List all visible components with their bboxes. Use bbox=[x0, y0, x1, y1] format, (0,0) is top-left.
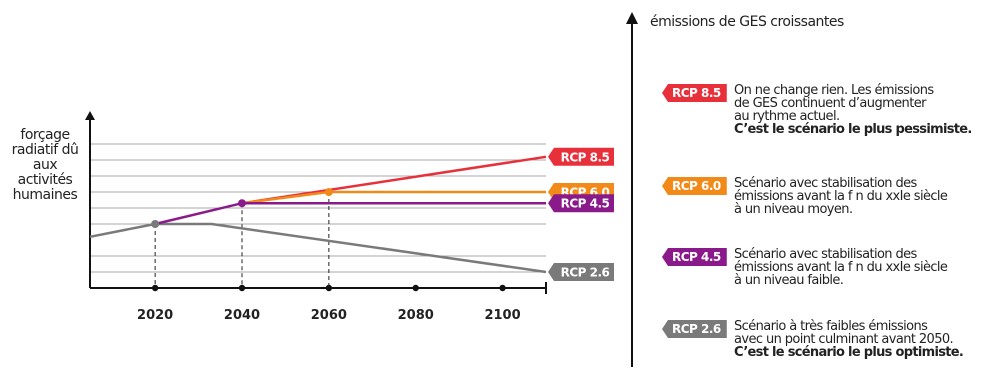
y-axis-arrow-icon bbox=[85, 111, 95, 120]
y-axis-label-line: humaines bbox=[12, 187, 78, 203]
x-tick-label: 2040 bbox=[224, 308, 260, 323]
legend-line: émissions avant la f n du xxIe siècle bbox=[734, 189, 948, 204]
series-end-tag bbox=[548, 147, 614, 166]
x-tick-label: 2020 bbox=[137, 308, 173, 323]
series-end-tag bbox=[548, 194, 614, 213]
legend-emphasis: C’est le scénario le plus pessimiste. bbox=[734, 122, 972, 137]
series-end-tag bbox=[548, 263, 614, 281]
y-axis-label-line: aux bbox=[32, 157, 58, 173]
emissions-axis-arrow-icon bbox=[626, 12, 638, 24]
legend-line: Scénario avec stabilisation des bbox=[734, 247, 917, 262]
series-end-label: RCP 8.5 bbox=[561, 150, 610, 164]
legend-line: à un niveau faible. bbox=[734, 273, 844, 288]
legend-description: Scénario à très faibles émissions avec u… bbox=[734, 320, 990, 359]
history-line bbox=[89, 222, 156, 239]
legend-description: Scénario avec stabilisation des émission… bbox=[734, 248, 990, 287]
x-tick-label: 2060 bbox=[311, 308, 347, 323]
legend-line: émissions avant la f n du xxIe siècle bbox=[734, 260, 948, 275]
y-axis-label-line: activités bbox=[17, 172, 73, 188]
legend-description: Scénario avec stabilisation des émission… bbox=[734, 177, 990, 216]
x-tick-label: 2080 bbox=[398, 308, 434, 323]
x-tick-dot bbox=[325, 284, 333, 292]
legend-line: au rythme actuel. bbox=[734, 109, 840, 124]
x-tick-label: 2100 bbox=[484, 308, 520, 323]
data-point bbox=[324, 188, 333, 196]
x-tick-dot bbox=[412, 284, 419, 292]
y-axis-label: forçage radiatif dû aux activités humain… bbox=[6, 128, 84, 203]
legend-line: Scénario avec stabilisation des bbox=[734, 176, 917, 191]
series-line-rcp60 bbox=[241, 190, 546, 205]
legend-badge: RCP 2.6 bbox=[662, 320, 727, 338]
series-end-label: RCP 4.5 bbox=[561, 197, 610, 211]
legend-line: de GES continuent d’augmenter bbox=[734, 96, 926, 111]
emissions-axis-title: émissions de GES croissantes bbox=[650, 14, 844, 30]
emissions-axis bbox=[631, 22, 633, 367]
legend-emphasis: C’est le scénario le plus optimiste. bbox=[734, 345, 964, 360]
y-axis-label-line: forçage bbox=[20, 127, 70, 143]
legend-line: On ne change rien. Les émissions bbox=[734, 83, 934, 98]
data-point bbox=[151, 220, 160, 228]
series-line-rcp45 bbox=[154, 201, 546, 226]
legend-line: avec un point culminant avant 2050. bbox=[734, 332, 954, 347]
series-end-label: RCP 2.6 bbox=[561, 266, 610, 280]
data-point bbox=[238, 199, 246, 208]
legend-line: à un niveau moyen. bbox=[734, 202, 853, 217]
legend-badge: RCP 4.5 bbox=[662, 248, 727, 266]
legend-line: Scénario à très faibles émissions bbox=[734, 319, 928, 334]
y-axis-label-line: radiatif dû bbox=[11, 142, 79, 158]
legend-description: On ne change rien. Les émissions de GES … bbox=[734, 84, 990, 136]
x-tick-dot bbox=[499, 284, 506, 292]
legend-badge: RCP 6.0 bbox=[662, 177, 727, 195]
legend-badge: RCP 8.5 bbox=[662, 84, 727, 102]
series-line-rcp26 bbox=[155, 222, 547, 274]
